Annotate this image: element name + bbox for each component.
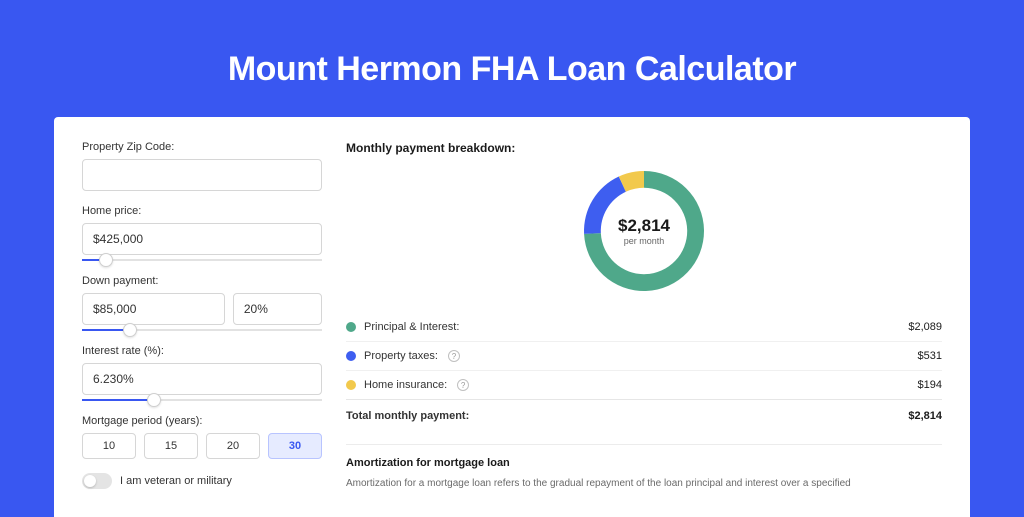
form-column: Property Zip Code: Home price: Down paym…: [82, 141, 322, 517]
interest-rate-input[interactable]: [82, 363, 322, 395]
veteran-label: I am veteran or military: [120, 475, 232, 487]
legend-amount-pi: $2,089: [908, 321, 942, 333]
legend-dot-insurance: [346, 380, 356, 390]
interest-rate-label: Interest rate (%):: [82, 345, 322, 357]
legend-row-pi: Principal & Interest: $2,089: [346, 313, 942, 341]
legend-label-insurance: Home insurance:: [364, 379, 447, 391]
home-price-slider[interactable]: [82, 259, 322, 261]
payment-donut-chart: $2,814 per month: [582, 169, 706, 293]
legend-dot-pi: [346, 322, 356, 332]
help-icon[interactable]: ?: [457, 379, 469, 391]
veteran-toggle[interactable]: [82, 473, 112, 489]
period-option-30[interactable]: 30: [268, 433, 322, 459]
mortgage-period-label: Mortgage period (years):: [82, 415, 322, 427]
help-icon[interactable]: ?: [448, 350, 460, 362]
legend-amount-insurance: $194: [918, 379, 942, 391]
period-option-20[interactable]: 20: [206, 433, 260, 459]
down-payment-label: Down payment:: [82, 275, 322, 287]
page-title: Mount Hermon FHA Loan Calculator: [54, 50, 970, 89]
total-label: Total monthly payment:: [346, 410, 469, 422]
period-option-10[interactable]: 10: [82, 433, 136, 459]
down-payment-percent-input[interactable]: [233, 293, 322, 325]
calculator-panel: Property Zip Code: Home price: Down paym…: [54, 117, 970, 517]
legend-row-taxes: Property taxes:? $531: [346, 341, 942, 370]
amortization-text: Amortization for a mortgage loan refers …: [346, 477, 942, 491]
period-options: 10 15 20 30: [82, 433, 322, 459]
down-payment-slider[interactable]: [82, 329, 322, 331]
period-option-15[interactable]: 15: [144, 433, 198, 459]
amortization-title: Amortization for mortgage loan: [346, 457, 942, 469]
home-price-input[interactable]: [82, 223, 322, 255]
breakdown-title: Monthly payment breakdown:: [346, 141, 942, 155]
zip-input[interactable]: [82, 159, 322, 191]
donut-amount: $2,814: [618, 216, 670, 236]
legend-row-insurance: Home insurance:? $194: [346, 370, 942, 399]
home-price-label: Home price:: [82, 205, 322, 217]
total-amount: $2,814: [908, 410, 942, 422]
donut-subtitle: per month: [624, 236, 665, 246]
down-payment-amount-input[interactable]: [82, 293, 225, 325]
interest-rate-slider[interactable]: [82, 399, 322, 401]
legend-dot-taxes: [346, 351, 356, 361]
zip-label: Property Zip Code:: [82, 141, 322, 153]
legend-label-pi: Principal & Interest:: [364, 321, 459, 333]
breakdown-column: Monthly payment breakdown: $2,814 per mo…: [346, 141, 942, 517]
legend-label-taxes: Property taxes:: [364, 350, 438, 362]
legend-amount-taxes: $531: [918, 350, 942, 362]
